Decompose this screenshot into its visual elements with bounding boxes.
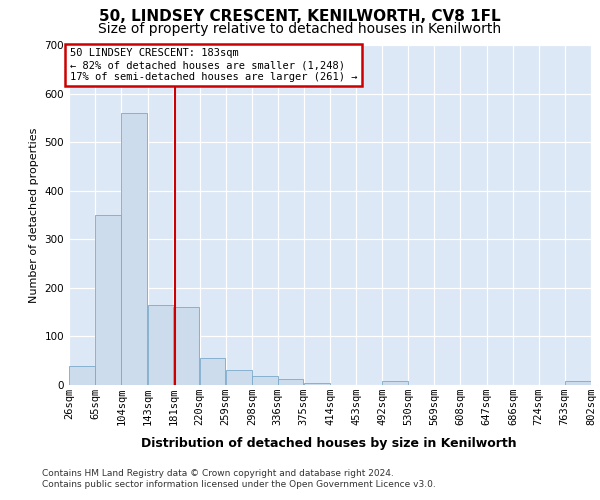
Bar bbox=[121, 113, 148, 385]
Text: 50 LINDSEY CRESCENT: 183sqm
← 82% of detached houses are smaller (1,248)
17% of : 50 LINDSEY CRESCENT: 183sqm ← 82% of det… bbox=[70, 48, 357, 82]
Bar bbox=[199, 358, 226, 385]
Bar bbox=[148, 305, 173, 385]
Bar bbox=[278, 379, 304, 385]
Text: 50, LINDSEY CRESCENT, KENILWORTH, CV8 1FL: 50, LINDSEY CRESCENT, KENILWORTH, CV8 1F… bbox=[99, 9, 501, 24]
Bar bbox=[95, 215, 121, 385]
Text: Distribution of detached houses by size in Kenilworth: Distribution of detached houses by size … bbox=[141, 438, 517, 450]
Text: Contains HM Land Registry data © Crown copyright and database right 2024.: Contains HM Land Registry data © Crown c… bbox=[42, 469, 394, 478]
Text: Size of property relative to detached houses in Kenilworth: Size of property relative to detached ho… bbox=[98, 22, 502, 36]
Y-axis label: Number of detached properties: Number of detached properties bbox=[29, 128, 39, 302]
Bar bbox=[382, 381, 409, 385]
Bar bbox=[173, 308, 199, 385]
Bar bbox=[69, 366, 95, 385]
Bar bbox=[226, 370, 251, 385]
Bar bbox=[565, 381, 590, 385]
Bar bbox=[252, 376, 278, 385]
Text: Contains public sector information licensed under the Open Government Licence v3: Contains public sector information licen… bbox=[42, 480, 436, 489]
Bar bbox=[304, 382, 329, 385]
